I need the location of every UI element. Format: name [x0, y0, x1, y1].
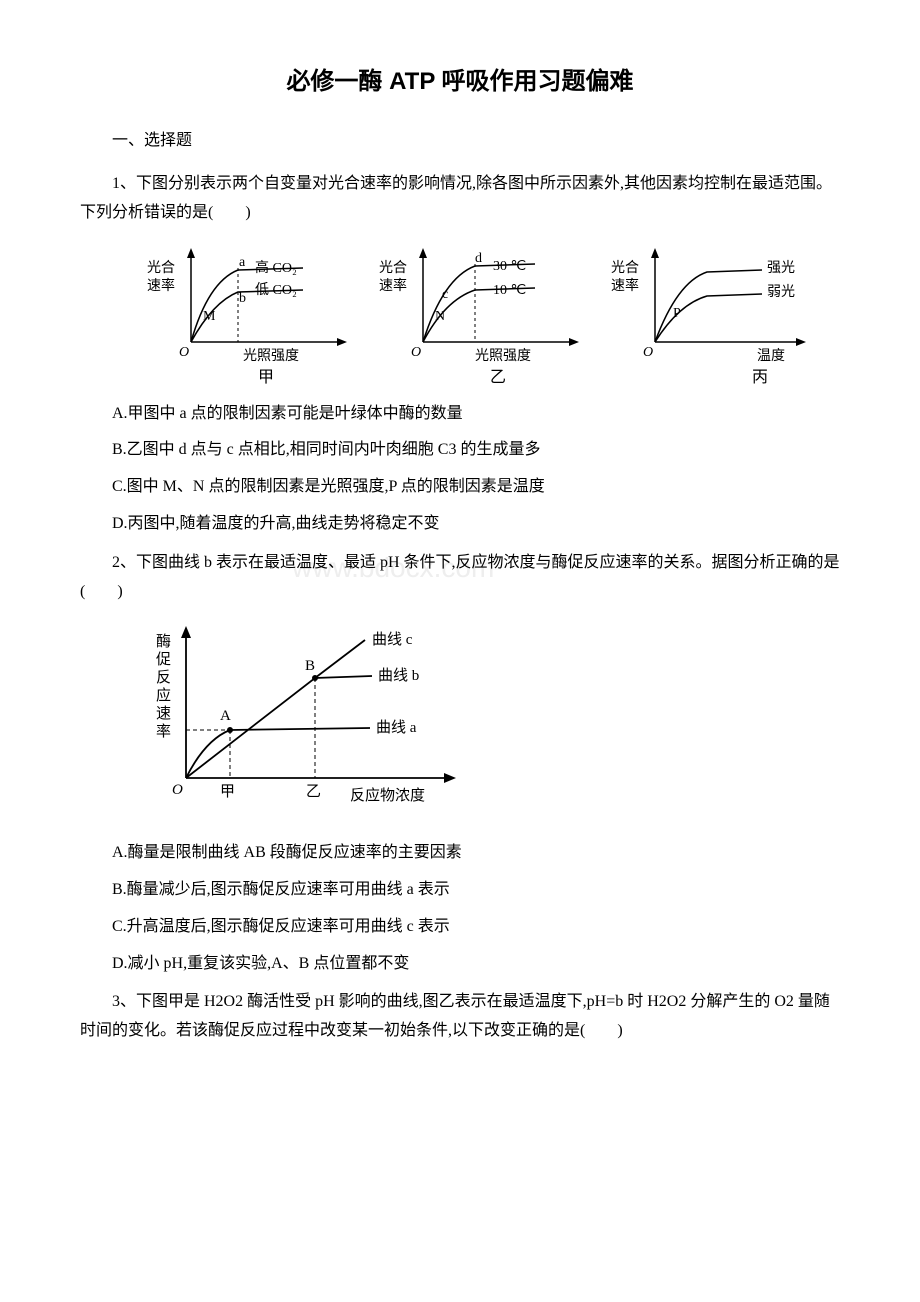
caption-yi: 乙 [490, 369, 506, 386]
svg-text:应: 应 [156, 686, 171, 704]
label-N: N [435, 309, 445, 324]
high-co2: 高 CO₂ [255, 259, 297, 276]
svg-text:促: 促 [156, 651, 171, 668]
origin-O: O [643, 345, 653, 360]
q1-optC: C.图中 M、N 点的限制因素是光照强度,P 点的限制因素是温度 [80, 473, 840, 502]
svg-text:速: 速 [156, 705, 171, 722]
origin-O: O [172, 782, 183, 798]
origin-O: O [411, 345, 421, 360]
q1-figure-row: 光合 速率 a b M 高 CO₂ 低 CO₂ O 光照强度 甲 [120, 242, 840, 392]
low-co2: 低 CO₂ [255, 282, 297, 298]
label-b: b [239, 291, 246, 306]
q1-optD: D.丙图中,随着温度的升高,曲线走势将稳定不变 [80, 510, 840, 539]
ylabel1: 光合 [611, 260, 639, 276]
label-a: a [239, 255, 246, 270]
xlabel: 光照强度 [243, 348, 299, 364]
label-M: M [203, 309, 216, 324]
svg-text:酶: 酶 [156, 633, 171, 650]
label-P: P [673, 306, 681, 321]
label-d: d [475, 251, 482, 266]
xlabel: 反应物浓度 [350, 786, 425, 804]
label-B: B [305, 658, 315, 674]
ylabel2: 速率 [611, 277, 639, 294]
q2-chart: 酶 促 反 应 速 率 A B 曲线 [150, 618, 470, 818]
q2-figure: 酶 促 反 应 速 率 A B 曲线 [150, 618, 840, 829]
ylabel1: 光合 [379, 260, 407, 276]
q2-optA: A.酶量是限制曲线 AB 段酶促反应速率的主要因素 [80, 839, 840, 868]
ylabel2: 速率 [379, 277, 407, 294]
curve-b: 曲线 b [378, 667, 419, 684]
tick-yi: 乙 [306, 784, 321, 800]
q1-chart-yi: 光合 速率 d c N 30 ℃ 10 ℃ O 光照强度 乙 [375, 242, 595, 392]
q1-optA: A.甲图中 a 点的限制因素可能是叶绿体中酶的数量 [80, 400, 840, 429]
page-title: 必修一酶 ATP 呼吸作用习题偏难 [80, 60, 840, 103]
q1-chart-jia: 光合 速率 a b M 高 CO₂ 低 CO₂ O 光照强度 甲 [143, 242, 363, 392]
q1-chart-bing: 光合 速率 P 强光 弱光 O 温度 丙 [607, 242, 817, 392]
q2-stem-text: 2、下图曲线 b 表示在最适温度、最适 pH 条件下,反应物浓度与酶促反应速率的… [80, 554, 840, 600]
q1-optB: B.乙图中 d 点与 c 点相比,相同时间内叶肉细胞 C3 的生成量多 [80, 436, 840, 465]
tick-jia: 甲 [220, 784, 235, 800]
curve-c: 曲线 c [372, 631, 413, 648]
svg-text:率: 率 [156, 723, 171, 740]
q2-optB: B.酶量减少后,图示酶促反应速率可用曲线 a 表示 [80, 876, 840, 905]
xlabel: 温度 [757, 348, 785, 364]
lbl-30c: 30 ℃ [493, 259, 526, 274]
caption-jia: 甲 [258, 369, 274, 386]
q2-stem: 2、下图曲线 b 表示在最适温度、最适 pH 条件下,反应物浓度与酶促反应速率的… [80, 549, 840, 607]
q2-optD: D.减小 pH,重复该实验,A、B 点位置都不变 [80, 950, 840, 979]
lbl-strong: 强光 [767, 260, 795, 276]
q3-stem: 3、下图甲是 H2O2 酶活性受 pH 影响的曲线,图乙表示在最适温度下,pH=… [80, 988, 840, 1046]
svg-text:反: 反 [156, 669, 171, 686]
q1-stem: 1、下图分别表示两个自变量对光合速率的影响情况,除各图中所示因素外,其他因素均控… [80, 170, 840, 228]
origin-O: O [179, 345, 189, 360]
ylabel1: 光合 [147, 260, 175, 276]
curve-a: 曲线 a [376, 719, 417, 736]
label-A: A [220, 708, 231, 724]
section-heading: 一、选择题 [80, 127, 840, 156]
lbl-weak: 弱光 [767, 284, 795, 300]
label-c: c [442, 287, 448, 302]
q2-optC: C.升高温度后,图示酶促反应速率可用曲线 c 表示 [80, 913, 840, 942]
caption-bing: 丙 [752, 369, 768, 386]
lbl-10c: 10 ℃ [493, 283, 526, 298]
xlabel: 光照强度 [475, 348, 531, 364]
ylabel2: 速率 [147, 277, 175, 294]
